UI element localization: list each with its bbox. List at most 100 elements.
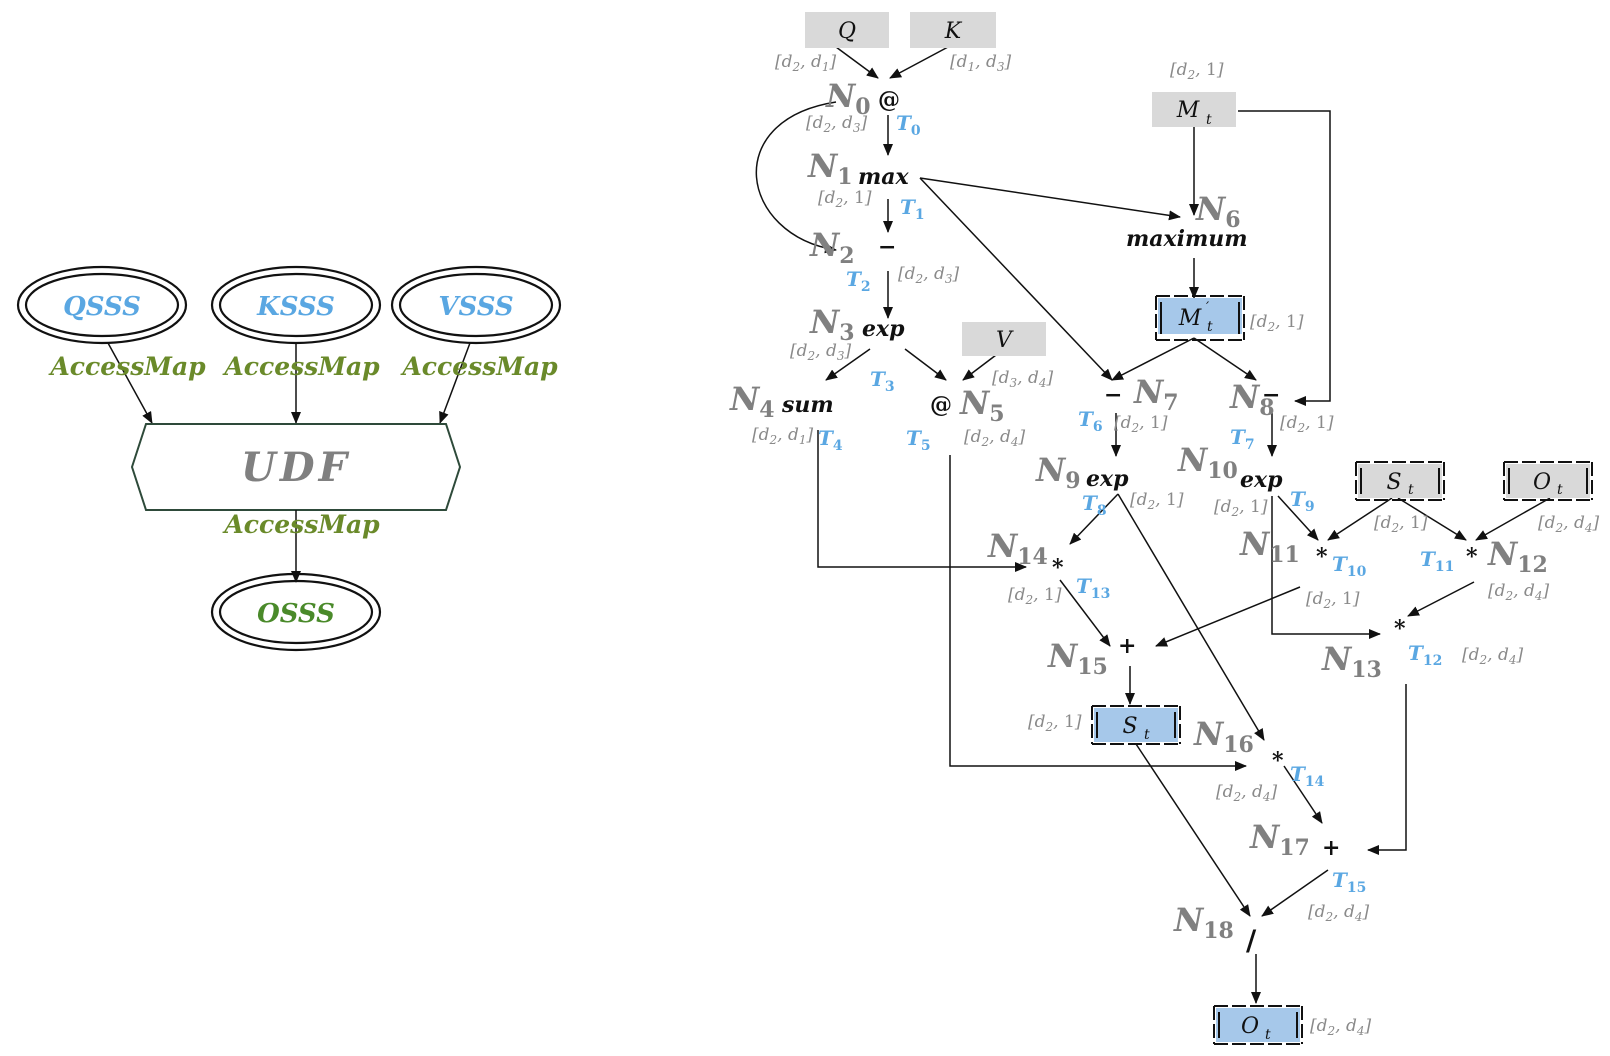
svg-text:[d2, 1]: [d2, 1] [1280,413,1334,435]
svg-text:[d2, 1]: [d2, 1] [1028,712,1082,734]
node-n6-label: N6 [1195,190,1241,233]
udf-node [130,423,462,511]
svg-text:[d2, d1]: [d2, d1] [752,425,814,447]
svg-text:t: t [1207,319,1213,335]
node-n14-label: N14 [987,527,1048,570]
svg-text:M: M [1176,98,1200,123]
svg-text:[d2, d4]: [d2, d4] [1538,513,1600,535]
svg-text:T11: T11 [1420,547,1454,575]
udf-diagram: QSSS KSSS VSSS AccessMap AccessMap Acces… [16,265,562,652]
svg-text:T7: T7 [1230,425,1255,453]
node-n5-label: N5 [959,384,1005,427]
node-labels: N0 N1 N2 N3 N4 N5 N6 N7 N8 N9 N10 N11 N1… [729,77,1548,944]
svg-text:t: t [1557,482,1563,498]
op-n2: − [878,234,896,260]
node-n1-label: N1 [807,147,853,190]
svg-text:[d2, 1]: [d2, 1] [1250,312,1304,334]
svg-text:′: ′ [1206,300,1210,316]
svg-text:t: t [1206,112,1212,128]
edge-t-labels: T0 T1 T2 T3 T4 T5 T6 T7 T8 T9 T10 T11 T1… [818,111,1454,896]
svg-text:M: M [1178,306,1202,331]
svg-text:[d2, d4]: [d2, d4] [1462,645,1524,667]
svg-text:t: t [1144,727,1150,743]
svg-text:T12: T12 [1408,641,1442,669]
svg-text:[d2, 1]: [d2, 1] [1374,513,1428,535]
svg-text:[d2, d4]: [d2, d4] [1310,1016,1372,1038]
node-n9-label: N9 [1035,451,1081,494]
tensor-mt-prime: M t ′ [1155,295,1245,341]
node-n4-label: N4 [729,380,775,423]
access-map-label-q: AccessMap [48,352,206,381]
svg-text:[d2, d1]: [d2, d1] [775,52,837,74]
svg-text:[d2, 1]: [d2, 1] [1130,490,1184,512]
node-n10-label: N10 [1177,441,1238,484]
node-n3-label: N3 [809,303,855,346]
dimension-labels: [d2, d1] [d1, d3] [d2, 1] [d2, d3] [d2, … [752,52,1600,1038]
op-n15: + [1118,633,1136,659]
tensor-st-input: S t [1355,461,1445,501]
svg-text:[d2, d4]: [d2, d4] [964,427,1026,449]
node-n17-label: N17 [1249,818,1310,861]
access-map-label-v: AccessMap [400,352,558,381]
osss-label: OSSS [257,599,335,629]
svg-text:[d2, d3]: [d2, d3] [790,341,852,363]
access-map-label-o: AccessMap [222,510,380,539]
op-n4: sum [781,392,834,418]
op-n5: @ [930,392,952,418]
svg-text:t: t [1265,1027,1271,1043]
svg-text:[d2, d3]: [d2, d3] [898,264,960,286]
svg-text:O: O [1241,1014,1259,1039]
op-n6: maximum [1126,226,1248,252]
svg-text:[d2, 1]: [d2, 1] [1114,413,1168,435]
op-n18: / [1246,924,1257,957]
svg-text:[d3, d4]: [d3, d4] [992,368,1054,390]
svg-text:[d2, d3]: [d2, d3] [806,113,868,135]
qsss-node: QSSS [16,265,188,345]
op-n7: − [1104,382,1122,408]
osss-node: OSSS [210,572,382,652]
svg-text:[d2, 1]: [d2, 1] [1008,585,1062,607]
node-n2-label: N2 [809,226,855,269]
svg-text:[d1, d3]: [d1, d3] [950,52,1012,74]
svg-text:[d2, 1]: [d2, 1] [818,188,872,210]
svg-text:[d2, d4]: [d2, d4] [1308,902,1370,924]
node-n12-label: N12 [1487,535,1548,578]
svg-text:Q: Q [838,19,856,44]
svg-text:[d2, 1]: [d2, 1] [1214,497,1268,519]
ksss-label: KSSS [256,292,335,322]
op-n8: − [1262,382,1280,408]
op-n10: exp [1240,467,1283,493]
svg-text:T8: T8 [1082,491,1107,519]
svg-text:T3: T3 [870,367,895,395]
node-operators: @ max − exp sum @ maximum − − exp exp * … [781,87,1478,957]
svg-text:T9: T9 [1290,487,1315,515]
svg-text:T13: T13 [1076,574,1110,602]
svg-text:[d2, d4]: [d2, d4] [1216,782,1278,804]
node-n13-label: N13 [1321,640,1382,683]
svg-text:T2: T2 [846,267,871,295]
qsss-label: QSSS [63,292,141,322]
compute-graph: Q K V M t M t ′ S t [729,12,1600,1045]
udf-label: UDF [241,444,351,491]
node-n7-label: N7 [1133,373,1179,416]
tensor-q: Q [805,12,889,48]
access-map-label-k: AccessMap [222,352,380,381]
edge-qsss-udf [107,342,153,424]
vsss-node: VSSS [390,265,562,345]
op-n3: exp [862,316,905,342]
node-n18-label: N18 [1173,901,1234,944]
vsss-label: VSSS [438,292,513,322]
op-n0: @ [878,87,900,113]
svg-text:K: K [944,19,963,44]
tensor-v: V [962,322,1046,356]
svg-text:T4: T4 [818,426,843,454]
tensor-k: K [910,12,996,48]
tensor-mt: M t [1152,92,1236,128]
svg-text:S: S [1122,714,1137,739]
tensor-st-output: S t [1091,705,1181,745]
svg-text:V: V [996,328,1014,353]
svg-text:[d2, d4]: [d2, d4] [1488,581,1550,603]
op-n12: * [1466,544,1478,570]
svg-text:T6: T6 [1078,407,1103,435]
